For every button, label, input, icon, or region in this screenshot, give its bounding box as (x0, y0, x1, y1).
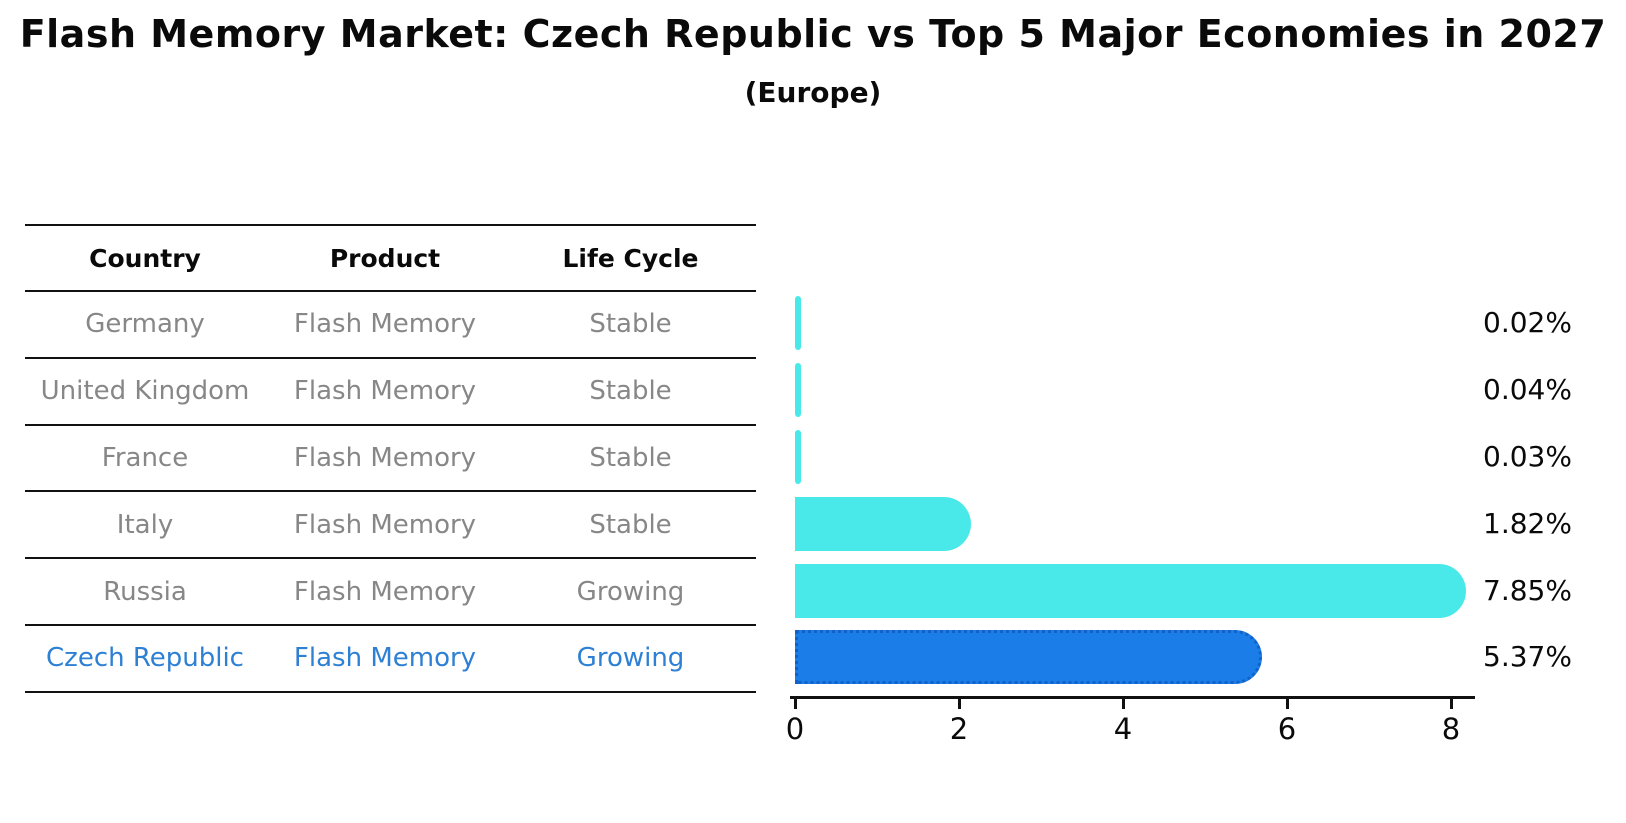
value-label-italy: 1.82% (1483, 506, 1572, 540)
x-axis-tick-4 (1122, 698, 1125, 709)
table-row-germany: Germany Flash Memory Stable (25, 290, 756, 357)
cell-life-cycle: Stable (589, 442, 672, 473)
x-axis-tick-8 (1450, 698, 1453, 709)
cell-country: Germany (85, 309, 205, 340)
cell-life-cycle: Growing (576, 576, 685, 607)
cell-product: Flash Memory (293, 309, 477, 340)
cell-country: Russia (103, 576, 187, 607)
chart-subtitle: (Europe) (744, 76, 882, 109)
x-axis-tick-2 (958, 698, 961, 709)
cell-life-cycle: Stable (589, 509, 672, 540)
bar-italy (795, 496, 972, 551)
chart-title: Flash Memory Market: Czech Republic vs T… (19, 12, 1607, 56)
x-axis-tick-label-8: 8 (1441, 712, 1461, 746)
table-row-france: France Flash Memory Stable (25, 423, 756, 491)
cell-country: Czech Republic (46, 643, 244, 674)
table-body: Germany Flash Memory Stable United Kingdom F… (25, 290, 756, 691)
x-axis-tick-6 (1286, 698, 1289, 709)
table-header-row: Country Product Life Cycle (25, 224, 756, 290)
table-row-czech-republic: Czech Republic Flash Memory Growing (25, 623, 756, 691)
table-row-united-kingdom: United Kingdom Flash Memory Stable (25, 356, 756, 424)
bar-united-kingdom (795, 363, 801, 418)
value-label-france: 0.03% (1483, 440, 1572, 473)
bar-germany (795, 296, 801, 351)
table-row-russia: Russia Flash Memory Growing (25, 557, 756, 624)
column-header-lifecycle: Life Cycle (562, 243, 699, 273)
x-axis-line (790, 696, 1475, 699)
cell-country: France (101, 442, 189, 473)
x-axis-tick-0 (794, 698, 797, 709)
cell-product: Flash Memory (293, 643, 477, 674)
cell-product: Flash Memory (293, 576, 477, 607)
bar-russia (795, 563, 1466, 618)
bar-czech-republic (795, 630, 1263, 685)
cell-life-cycle: Growing (576, 643, 685, 674)
x-axis-tick-label-0: 0 (785, 712, 805, 746)
x-axis-tick-label-6: 6 (1277, 712, 1297, 746)
cell-life-cycle: Stable (589, 309, 672, 340)
x-axis-tick-label-4: 4 (1113, 712, 1133, 746)
cell-country: Italy (116, 509, 174, 540)
cell-product: Flash Memory (293, 442, 477, 473)
table-row-italy: Italy Flash Memory Stable (25, 490, 756, 557)
value-label-czech-republic: 5.37% (1483, 640, 1572, 674)
column-header-country: Country (89, 243, 201, 273)
bar-france (795, 430, 801, 484)
value-label-united-kingdom: 0.04% (1483, 373, 1572, 407)
column-header-product: Product (329, 243, 441, 273)
x-axis-tick-label-2: 2 (949, 712, 969, 746)
value-label-germany: 0.02% (1483, 306, 1572, 340)
cell-product: Flash Memory (293, 376, 477, 407)
cell-product: Flash Memory (293, 509, 477, 540)
country-table: Country Product Life Cycle Germany Flash … (25, 224, 756, 693)
cell-life-cycle: Stable (589, 376, 672, 407)
cell-country: United Kingdom (40, 376, 250, 407)
value-label-russia: 7.85% (1483, 573, 1572, 607)
